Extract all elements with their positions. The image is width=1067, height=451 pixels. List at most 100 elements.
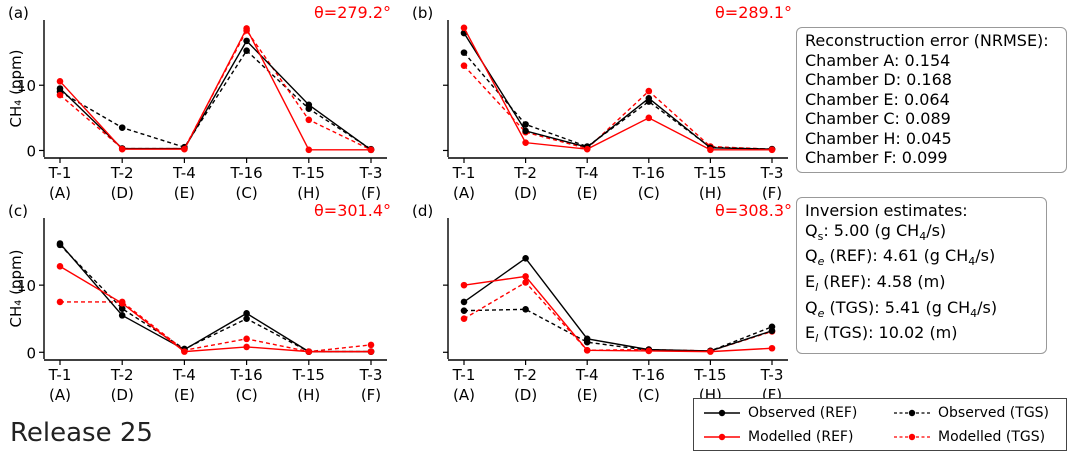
theta-label: θ=308.3° — [715, 201, 792, 220]
legend-modelled-ref-label: Modelled (REF) — [748, 429, 854, 445]
x-tick-label: T-1 — [48, 164, 72, 182]
data-point — [522, 254, 529, 262]
x-tick-label: T-2 — [110, 164, 134, 182]
data-point — [460, 24, 468, 32]
data-point — [460, 315, 468, 323]
x-tick-label: T-4 — [575, 366, 599, 384]
data-point — [243, 343, 250, 351]
panel-label: (a) — [8, 4, 29, 22]
x-tick-label: T-15 — [292, 366, 325, 384]
data-point — [583, 145, 591, 153]
x-tick-label: (A) — [49, 386, 71, 404]
x-tick-label: T-15 — [693, 366, 726, 384]
inversion-estimates-title: Inversion estimates: — [805, 201, 968, 220]
x-tick-label: T-16 — [229, 164, 262, 182]
release-label: Release 25 — [10, 418, 153, 448]
series-line-observed-ref — [463, 32, 773, 150]
data-point — [768, 327, 776, 335]
data-point — [707, 146, 714, 154]
x-tick-label: (C) — [638, 184, 660, 202]
x-tick-label: (A) — [453, 386, 475, 404]
data-point — [243, 315, 250, 323]
x-tick-label: T-3 — [359, 366, 383, 384]
x-tick-label: T-3 — [760, 366, 784, 384]
data-point — [522, 127, 529, 135]
x-tick-label: T-1 — [452, 366, 476, 384]
data-point — [367, 146, 375, 154]
series-line-observed-ref — [59, 243, 371, 353]
data-point — [645, 94, 653, 102]
data-point — [56, 298, 64, 306]
data-point — [118, 299, 126, 307]
chart-panel-2: T-1 (A) T-2 (D) T-4 (E) T-16 (C) T-15 (H) T-3 (F) (b… — [412, 3, 792, 202]
error-chamber-d: Chamber D: 0.168 — [805, 70, 952, 89]
reconstruction-error-box: Reconstruction error (NRMSE): Chamber A:… — [796, 27, 1067, 173]
data-point — [460, 307, 468, 314]
series-line-modelled-ref — [59, 265, 371, 353]
data-point — [305, 146, 313, 154]
x-tick-label: T-15 — [292, 164, 325, 182]
error-chamber-e: Chamber E: 0.064 — [805, 89, 950, 109]
legend: Observed (REF) Modelled (REF) Observed (… — [693, 398, 1067, 451]
x-tick-label: T-1 — [48, 366, 72, 384]
panel-label: (d) — [412, 202, 433, 220]
x-tick-label: T-16 — [229, 366, 262, 384]
data-point — [460, 281, 468, 289]
series-line-modelled-tgs — [463, 281, 773, 352]
data-point — [367, 341, 375, 349]
data-point — [305, 348, 313, 355]
legend-modelled-tgs-label: Modelled (TGS) — [938, 429, 1046, 445]
reconstruction-error-title: Reconstruction error (NRMSE): — [805, 31, 1049, 50]
y-tick-label: 0 — [26, 344, 36, 362]
data-point — [522, 121, 529, 128]
series-line-modelled-ref — [59, 26, 371, 151]
data-point — [522, 273, 529, 280]
inversion-estimates-box: Inversion estimates: Qs: 5.00 (g CH4/s) … — [796, 197, 1047, 354]
data-point — [56, 85, 64, 92]
series-line-observed-ref — [463, 257, 773, 352]
data-point — [460, 298, 468, 306]
x-tick-label: (A) — [49, 184, 71, 202]
data-point — [645, 87, 653, 95]
data-point — [645, 114, 653, 122]
data-point — [645, 347, 653, 355]
data-point — [56, 78, 64, 85]
estimate-el-ref: El (REF): 4.58 (m) — [805, 271, 946, 295]
data-point — [707, 348, 714, 355]
x-tick-label: T-1 — [452, 164, 476, 182]
estimate-qe-tgs: Qe (TGS): 5.41 (g CH4/s) — [805, 297, 998, 320]
x-tick-label: T-2 — [513, 366, 537, 384]
series-line-observed-ref — [59, 39, 372, 151]
data-point — [305, 101, 313, 109]
x-tick-label: (D) — [514, 184, 537, 202]
y-axis-label: CH₄ (ppm) — [7, 50, 25, 128]
data-point — [243, 335, 250, 343]
data-point — [305, 116, 313, 124]
series-line-observed-tgs — [463, 52, 773, 150]
data-point — [583, 346, 591, 354]
series-line-modelled-tgs — [463, 65, 773, 150]
x-tick-label: T-3 — [760, 164, 784, 182]
chart-panel-4: T-1(A)T-2(D)T-4(E)T-16(C)T-15(H)T-3(F)(d… — [412, 201, 792, 404]
x-tick-label: T-4 — [172, 164, 196, 182]
x-tick-label: T-16 — [632, 366, 665, 384]
error-chamber-h: Chamber H: 0.045 — [805, 128, 952, 148]
data-point — [768, 344, 776, 352]
data-point — [522, 279, 529, 286]
legend-observed-ref-label: Observed (REF) — [748, 405, 858, 421]
x-tick-label: T-2 — [110, 366, 134, 384]
x-tick-label: T-15 — [693, 164, 726, 182]
data-point — [56, 240, 64, 247]
data-point — [118, 124, 126, 131]
data-point — [118, 312, 126, 319]
data-point — [56, 263, 64, 270]
legend-observed-tgs-label: Observed (TGS) — [938, 405, 1050, 421]
error-chamber-c: Chamber C: 0.089 — [805, 109, 951, 128]
x-tick-label: (E) — [577, 386, 598, 404]
chart-panel-1: 0 10 T-1 (A) T-2 (D) T-4 (E) T-16 (C) T-15 (H) T-3 (F… — [7, 3, 391, 202]
data-point — [460, 62, 468, 69]
data-point — [243, 25, 250, 32]
x-tick-label: (H) — [699, 184, 722, 202]
theta-label: θ=279.2° — [314, 3, 391, 22]
data-point — [243, 310, 250, 317]
